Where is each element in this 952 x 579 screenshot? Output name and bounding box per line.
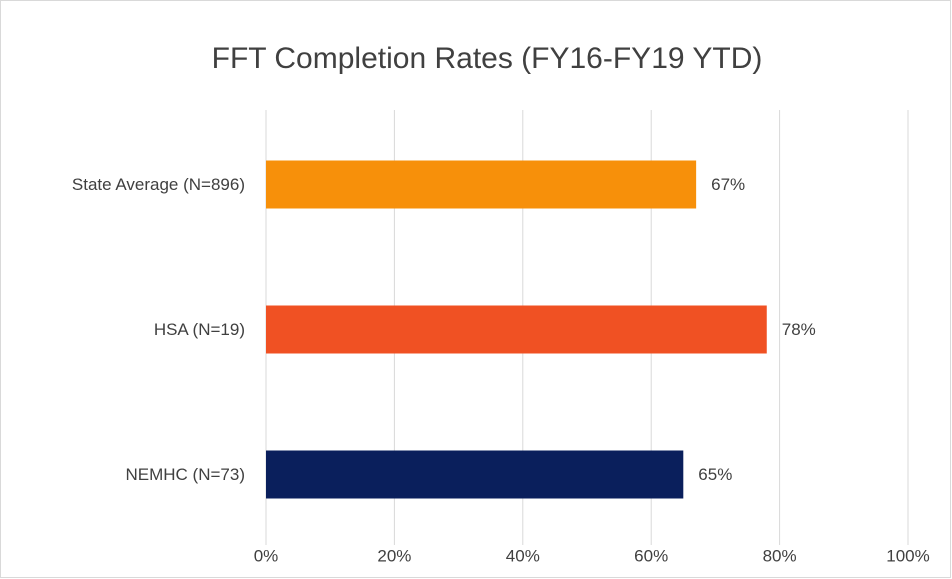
y-tick-label: State Average (N=896) (72, 175, 245, 194)
x-tick-label: 20% (377, 546, 411, 565)
x-tick-label: 40% (506, 546, 540, 565)
y-tick-label: NEMHC (N=73) (126, 465, 246, 484)
value-label: 78% (782, 320, 816, 339)
chart-title: FFT Completion Rates (FY16-FY19 YTD) (212, 42, 763, 75)
x-tick-label: 60% (634, 546, 668, 565)
y-tick-label: HSA (N=19) (154, 320, 245, 339)
bar (266, 160, 697, 209)
value-label: 67% (711, 175, 745, 194)
x-tick-label: 0% (254, 546, 279, 565)
bar (266, 450, 684, 499)
x-tick-label: 80% (763, 546, 797, 565)
x-tick-label: 100% (886, 546, 929, 565)
value-label: 65% (698, 465, 732, 484)
bar (266, 305, 767, 354)
